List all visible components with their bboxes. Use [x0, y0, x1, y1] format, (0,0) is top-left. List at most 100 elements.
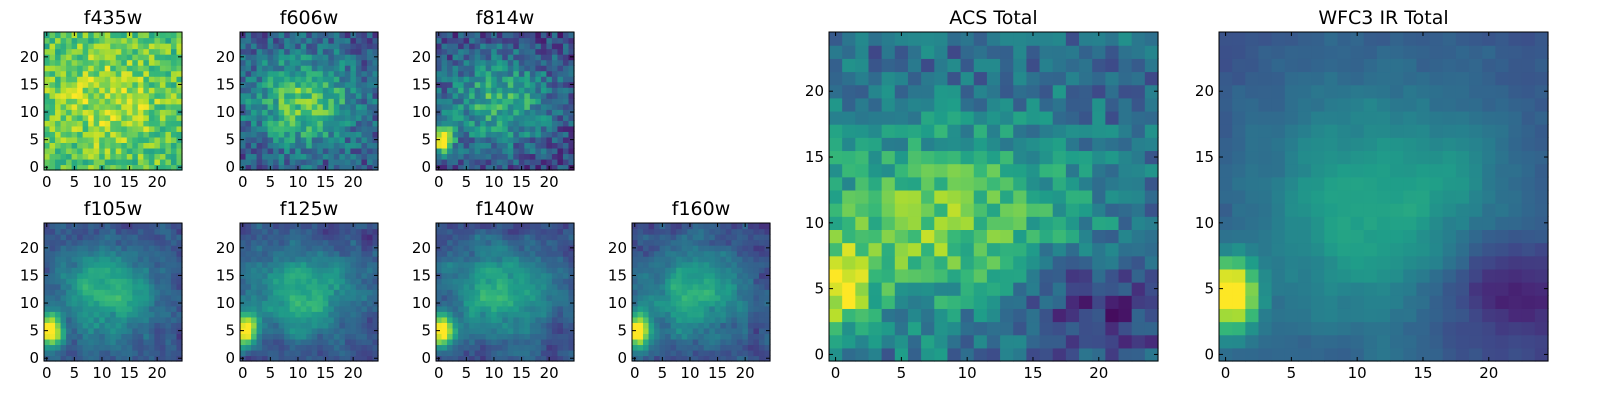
- heatmap-cell: [273, 43, 280, 50]
- heatmap-cell: [659, 283, 666, 290]
- heatmap-cell: [714, 316, 721, 323]
- heatmap-cell: [551, 81, 559, 88]
- heatmap-cell: [1026, 347, 1041, 362]
- heatmap-cell: [350, 147, 357, 155]
- heatmap-cell: [551, 283, 559, 290]
- heatmap-cell: [165, 322, 172, 329]
- heatmap-cell: [372, 48, 379, 55]
- heatmap-cell: [463, 81, 470, 88]
- heatmap-cell: [339, 294, 346, 301]
- heatmap-cell: [485, 294, 492, 301]
- heatmap-cell: [731, 338, 738, 346]
- heatmap-cell: [306, 228, 313, 235]
- heatmap-cell: [115, 261, 122, 268]
- heatmap-cell: [322, 153, 329, 160]
- heatmap-cell: [132, 32, 139, 39]
- heatmap-cell: [60, 147, 67, 155]
- heatmap-cell: [361, 278, 368, 285]
- heatmap-cell: [154, 322, 161, 329]
- heatmap-cell: [284, 81, 291, 88]
- heatmap-cell: [99, 300, 106, 307]
- heatmap-cell: [295, 142, 302, 149]
- heatmap-cell: [44, 142, 51, 149]
- heatmap-cell: [513, 48, 520, 55]
- heatmap-cell: [524, 92, 531, 99]
- heatmap-cell: [82, 125, 89, 132]
- heatmap-cell: [306, 234, 313, 241]
- heatmap-cell: [88, 267, 95, 274]
- heatmap-cell: [670, 256, 677, 263]
- heatmap-cell: [306, 158, 313, 166]
- heatmap-cell: [284, 272, 291, 279]
- heatmap-cell: [339, 300, 346, 307]
- heatmap-cell: [317, 289, 324, 296]
- y-tick-label: 10: [216, 103, 235, 121]
- heatmap-cell: [339, 98, 346, 105]
- heatmap-cell: [251, 76, 258, 83]
- heatmap-cell: [110, 131, 117, 138]
- heatmap-cell: [110, 164, 117, 171]
- heatmap-cell: [540, 43, 547, 50]
- heatmap-cell: [441, 333, 448, 340]
- heatmap-cell: [447, 305, 454, 312]
- heatmap-cell: [317, 283, 324, 290]
- heatmap-cell: [104, 234, 111, 241]
- heatmap-cell: [148, 228, 155, 235]
- heatmap-cell: [55, 250, 62, 257]
- heatmap-cell: [60, 109, 67, 116]
- heatmap-cell: [973, 308, 988, 323]
- heatmap-cell: [66, 76, 73, 83]
- heatmap-cell: [463, 333, 470, 340]
- heatmap-cell: [1000, 229, 1014, 244]
- heatmap-cell: [344, 344, 351, 351]
- heatmap-cell: [742, 316, 749, 323]
- heatmap-cell: [1013, 347, 1027, 362]
- heatmap-cell: [344, 59, 351, 66]
- heatmap-cell: [463, 239, 470, 246]
- heatmap-cell: [328, 327, 335, 334]
- heatmap-cell: [934, 163, 949, 178]
- heatmap-cell: [637, 228, 644, 235]
- heatmap-cell: [262, 245, 269, 252]
- heatmap-cell: [104, 147, 111, 155]
- heatmap-cell: [1092, 321, 1106, 336]
- heatmap-cell: [535, 355, 542, 362]
- heatmap-cell: [82, 92, 89, 99]
- heatmap-cell: [245, 81, 252, 88]
- heatmap-cell: [513, 65, 520, 72]
- heatmap-cell: [474, 228, 481, 235]
- heatmap-cell: [328, 81, 335, 88]
- heatmap-cell: [447, 76, 454, 83]
- heatmap-cell: [436, 228, 443, 235]
- heatmap-cell: [551, 239, 559, 246]
- heatmap-cell: [121, 256, 128, 263]
- heatmap-cell: [333, 223, 340, 230]
- heatmap-cell: [960, 176, 975, 191]
- heatmap-cell: [60, 136, 67, 143]
- heatmap-cell: [502, 327, 509, 334]
- heatmap-cell: [245, 289, 252, 296]
- heatmap-cell: [115, 300, 122, 307]
- heatmap-cell: [698, 316, 705, 323]
- heatmap-cell: [350, 81, 357, 88]
- heatmap-cell: [132, 338, 139, 346]
- heatmap-cell: [355, 103, 363, 110]
- heatmap-cell: [458, 65, 465, 72]
- heatmap-cell: [447, 300, 454, 307]
- heatmap-cell: [372, 153, 379, 160]
- heatmap-cell: [747, 272, 755, 279]
- x-tick-label: 20: [540, 364, 559, 382]
- heatmap-cell: [328, 261, 335, 268]
- heatmap-cell: [441, 98, 448, 105]
- heatmap-cell: [165, 48, 172, 55]
- heatmap-cell: [485, 338, 492, 346]
- heatmap-cell: [1000, 242, 1014, 257]
- heatmap-cell: [99, 81, 106, 88]
- heatmap-cell: [339, 272, 346, 279]
- heatmap-cell: [632, 338, 639, 346]
- heatmap-cell: [720, 250, 727, 257]
- heatmap-cell: [485, 32, 492, 39]
- heatmap-cell: [474, 344, 481, 351]
- heatmap-cell: [328, 289, 335, 296]
- heatmap-cell: [170, 43, 178, 50]
